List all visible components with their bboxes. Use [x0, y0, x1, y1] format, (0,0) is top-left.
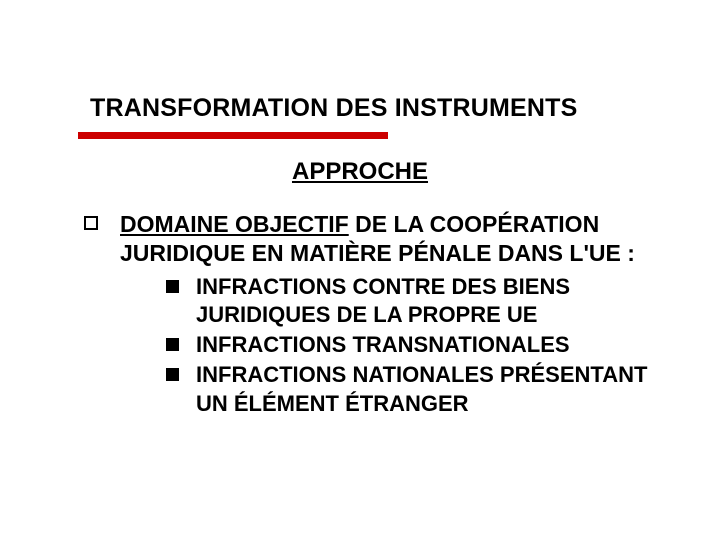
- slide-title: TRANSFORMATION DES INSTRUMENTS: [90, 94, 660, 123]
- slide: TRANSFORMATION DES INSTRUMENTS APPROCHE …: [0, 0, 720, 540]
- level1-underlined-lead: DOMAINE OBJECTIF: [120, 211, 349, 237]
- title-underline-rule: [78, 132, 388, 139]
- bullet-solid-icon: [166, 280, 179, 293]
- list-item-level2: INFRACTIONS CONTRE DES BIENS JURIDIQUES …: [166, 273, 666, 329]
- list-item-level1: DOMAINE OBJECTIF DE LA COOPÉRATION JURID…: [84, 210, 666, 418]
- level2-text: INFRACTIONS CONTRE DES BIENS JURIDIQUES …: [196, 273, 666, 329]
- bullet-outline-icon: [84, 216, 98, 230]
- list-item-level2: INFRACTIONS TRANSNATIONALES: [166, 331, 666, 359]
- title-block: TRANSFORMATION DES INSTRUMENTS: [90, 94, 660, 123]
- list-item-level2: INFRACTIONS NATIONALES PRÉSENTANT UN ÉLÉ…: [166, 361, 666, 417]
- bullet-solid-icon: [166, 368, 179, 381]
- bullet-solid-icon: [166, 338, 179, 351]
- level1-text: DOMAINE OBJECTIF DE LA COOPÉRATION JURID…: [120, 210, 666, 269]
- slide-subtitle: APPROCHE: [0, 158, 720, 186]
- level2-text: INFRACTIONS TRANSNATIONALES: [196, 331, 666, 359]
- sublist: INFRACTIONS CONTRE DES BIENS JURIDIQUES …: [120, 273, 666, 418]
- content-area: DOMAINE OBJECTIF DE LA COOPÉRATION JURID…: [84, 210, 666, 422]
- level2-text: INFRACTIONS NATIONALES PRÉSENTANT UN ÉLÉ…: [196, 361, 666, 417]
